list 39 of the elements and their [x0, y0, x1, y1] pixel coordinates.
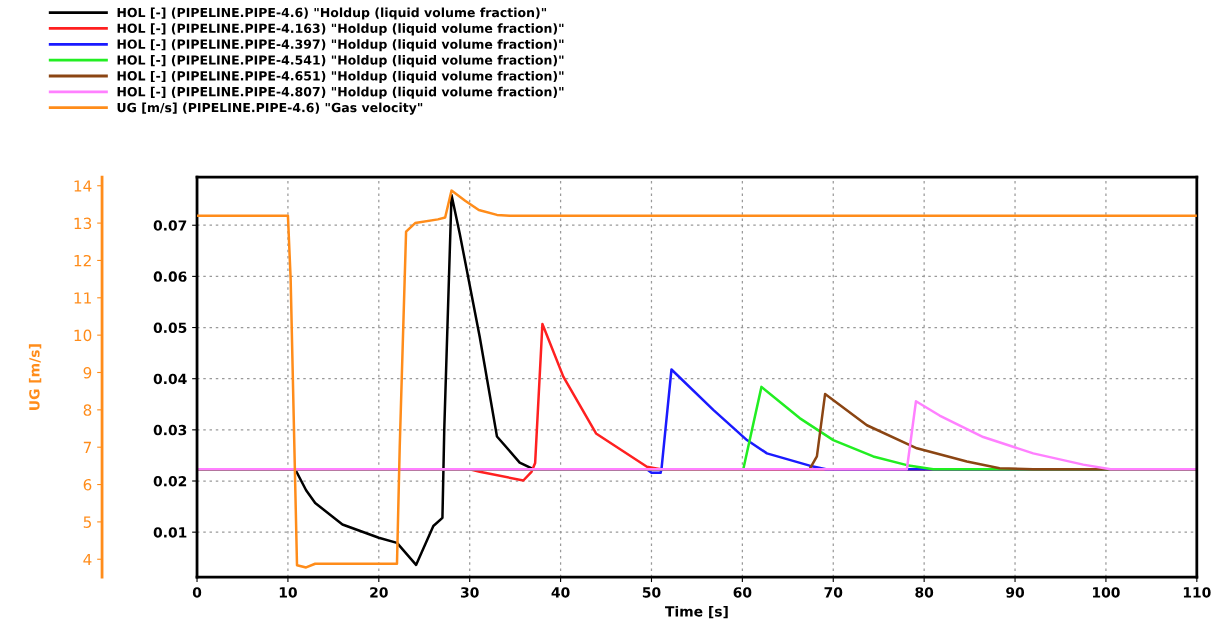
y2-tick-label: 12 — [74, 254, 91, 267]
x-axis-title: Time [s] — [665, 605, 728, 619]
x-tick-label: 40 — [551, 587, 570, 598]
y2-tick-label: 10 — [74, 329, 92, 342]
y2-tick-label: 5 — [83, 516, 91, 528]
y-tick-label: 0.07 — [153, 220, 187, 231]
x-tick-label: 100 — [1093, 587, 1120, 598]
y2-tick-label: 4 — [83, 553, 92, 566]
x-tick-label: 0 — [192, 587, 202, 598]
legend-label: HOL [-] (PIPELINE.PIPE-4.807) "Holdup (liquid volume fraction)" — [117, 86, 564, 99]
y2-tick-label: 8 — [83, 404, 92, 416]
y-tick-label: 0.05 — [153, 322, 187, 334]
y-tick-label: 0.04 — [153, 373, 187, 385]
legend-label: HOL [-] (PIPELINE.PIPE-4.651) "Holdup (liquid volume fraction)" — [117, 70, 564, 83]
y-tick-label: 0.06 — [153, 271, 187, 282]
y2-tick-label: 14 — [74, 180, 92, 192]
x-tick-label: 70 — [824, 587, 843, 598]
y2-tick-label: 6 — [83, 479, 92, 491]
legend-label: HOL [-] (PIPELINE.PIPE-4.541) "Holdup (liquid volume fraction)" — [117, 55, 564, 68]
x-tick-label: 110 — [1183, 587, 1211, 598]
legend-label: HOL [-] (PIPELINE.PIPE-4.397) "Holdup (liquid volume fraction)" — [117, 39, 564, 52]
x-tick-label: 90 — [1006, 587, 1025, 598]
x-tick-label: 30 — [460, 587, 479, 598]
y-tick-label: 0.01 — [153, 527, 187, 538]
legend-label: HOL [-] (PIPELINE.PIPE-4.163) "Holdup (liquid volume fraction)" — [117, 23, 564, 36]
x-tick-label: 80 — [915, 587, 934, 598]
y2-tick-label: 11 — [74, 292, 91, 304]
x-tick-label: 10 — [279, 587, 297, 598]
y2-axis-title: UG [m/s] — [28, 344, 42, 410]
legend-label: UG [m/s] (PIPELINE.PIPE-4.6) "Gas velocity" — [117, 102, 423, 115]
x-tick-label: 60 — [733, 587, 752, 598]
y2-tick-label: 9 — [83, 366, 92, 379]
legend-label: HOL [-] (PIPELINE.PIPE-4.6) "Holdup (liquid volume fraction)" — [117, 7, 547, 20]
x-tick-label: 20 — [370, 587, 388, 598]
x-tick-label: 50 — [642, 587, 661, 598]
y-tick-label: 0.02 — [153, 475, 187, 487]
y-tick-label: 0.03 — [153, 424, 187, 436]
y2-tick-label: 13 — [74, 217, 92, 230]
y2-tick-label: 7 — [83, 441, 92, 453]
